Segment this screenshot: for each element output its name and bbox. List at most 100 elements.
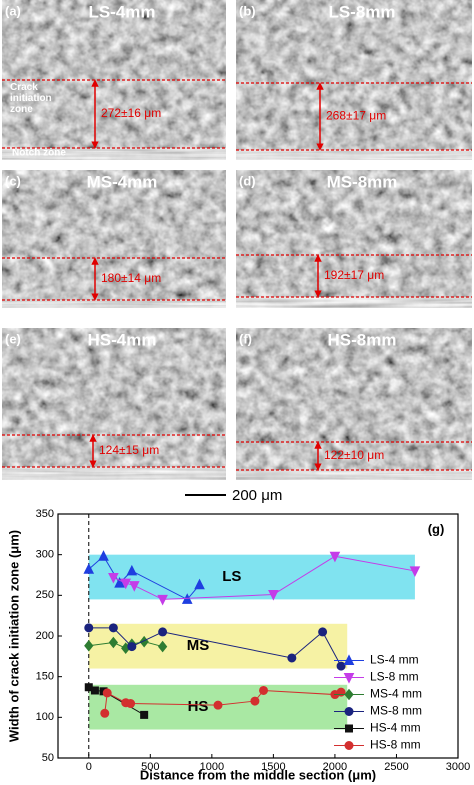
data-point [98,550,109,561]
legend-label: MS-4 mm [370,687,422,701]
data-point [84,623,94,633]
micrograph [236,170,472,308]
panel-label: (g) [428,521,445,536]
legend-marker [344,707,354,716]
legend-marker [345,724,353,733]
data-point [157,594,168,606]
micrograph [2,170,226,308]
x-tick-label: 1000 [200,761,224,773]
data-point [126,564,138,576]
band-label: HS [188,698,209,715]
notch-region [236,150,472,160]
data-point [108,623,118,633]
y-tick-label: 350 [36,508,54,520]
data-point [268,590,279,601]
data-point [100,708,110,718]
panel-title: MS-8mm [327,172,398,191]
x-axis-title: Distance from the middle section (μm) [140,767,376,782]
data-point [259,685,269,695]
y-tick-label: 250 [36,589,54,601]
panel-label: (b) [239,3,256,18]
data-point [158,627,168,637]
x-tick-label: 1500 [261,761,285,773]
legend-marker [343,673,355,684]
y-tick-label: 150 [36,671,54,683]
data-point [127,642,137,652]
data-point [318,627,328,637]
micrograph [2,328,226,480]
micrograph [236,0,472,160]
legend-marker [344,741,354,750]
notch-region [236,297,472,308]
legend-label: MS-8 mm [370,704,422,718]
chart: LS MS HS 50 100 150 200 250 300 350 0 500 1000 1500 20… [6,508,470,783]
panel-title: LS-8mm [328,2,395,21]
data-point [194,578,205,590]
legend-label: LS-4 mm [370,653,419,667]
x-tick-label: 500 [141,761,159,773]
notch-label: Notch zone [12,148,66,159]
band-label: LS [222,568,241,585]
data-point [250,696,260,706]
data-point [128,581,140,592]
data-point [114,577,125,588]
data-point [108,636,119,649]
x-tick-label: 2500 [384,761,408,773]
plot-frame [57,513,459,759]
legend-marker [343,654,355,665]
data-point [409,566,421,578]
data-point [329,551,341,563]
data-point [336,661,346,671]
data-point [120,578,132,590]
data-point [126,699,136,709]
notch-region [2,300,226,308]
data-point [83,563,95,574]
zone-width: 180±14 μm [101,271,161,285]
panel-title: HS-4mm [88,330,157,349]
zone-width: 192±17 μm [324,268,384,282]
data-point [108,572,119,584]
data-point [287,653,297,663]
y-tick-label: 200 [36,630,54,642]
zone-width: 122±10 μm [324,448,384,462]
y-tick-label: 50 [42,752,54,764]
panel-label: (f) [239,331,252,346]
data-point [84,639,94,652]
zone-width: 268±17 μm [326,109,386,123]
panel-title: LS-4mm [88,2,155,21]
zone-width: 124±15 μm [99,443,159,457]
panel-label: (a) [5,3,21,18]
zone-label: Crack initiation zone [10,82,52,115]
scale-bar-label: 200 μm [232,487,282,504]
y-axis-title: Width of crack initiation zone (μm) [6,530,21,742]
panel-label: (c) [5,173,21,188]
legend-label: LS-8 mm [370,670,419,684]
notch-region [2,148,226,160]
band-label: MS [187,637,210,654]
data-point [90,686,99,695]
data-point [139,635,149,648]
legend-marker [344,688,354,701]
notch-region [2,467,226,480]
panel-title: HS-8mm [328,330,397,349]
band [88,554,415,600]
notch-region [236,470,472,480]
x-tick-label: 0 [86,761,92,773]
data-point [140,710,149,719]
micrograph [236,328,472,480]
x-tick-label: 2000 [323,761,347,773]
y-tick-label: 100 [36,711,54,723]
panel-label: (d) [239,173,256,188]
panel-title: MS-4mm [87,172,158,191]
x-tick-label: 3000 [446,761,470,773]
legend-label: HS-4 mm [370,721,421,735]
data-point [213,700,223,710]
legend-label: HS-8 mm [370,738,421,752]
y-tick-label: 300 [36,549,54,561]
panel-label: (e) [5,331,21,346]
zone-width: 272±16 μm [101,106,161,120]
data-point [102,688,112,698]
data-point [157,640,168,653]
